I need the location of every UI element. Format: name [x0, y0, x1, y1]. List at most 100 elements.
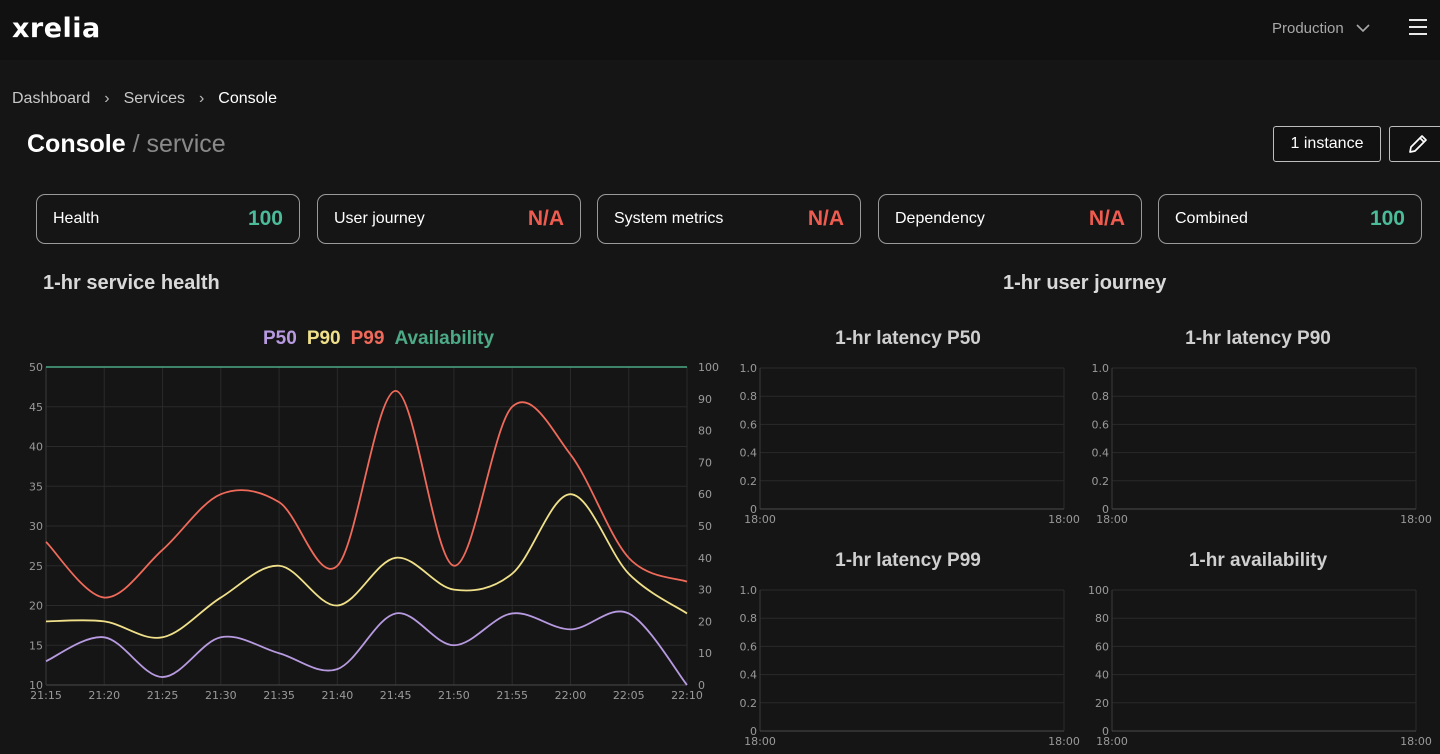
- y-tick-label: 40: [29, 441, 43, 454]
- latency-p99-chart: 0 0.2 0.4 0.6 0.8 1.0 18:00 18:00: [740, 584, 1080, 748]
- x-tick-label: 18:00: [1400, 735, 1432, 748]
- breadcrumb: Dashboard › Services › Console: [12, 90, 277, 108]
- x-tick-label: 21:50: [438, 689, 470, 702]
- breadcrumb-dashboard[interactable]: Dashboard: [12, 90, 91, 107]
- y2-tick-label: 30: [698, 584, 712, 597]
- y-tick-label: 20: [1095, 697, 1109, 710]
- y2-tick-label: 0: [698, 679, 705, 692]
- y-tick-label: 50: [29, 361, 43, 374]
- score-card-value: N/A: [1088, 207, 1125, 230]
- environment-selector[interactable]: Production: [1272, 20, 1370, 37]
- y2-tick-label: 80: [698, 425, 712, 438]
- y-tick-label: 10: [29, 679, 43, 692]
- y-tick-label: 0: [1102, 503, 1109, 516]
- y-tick-label: 0.8: [1092, 390, 1110, 403]
- y-tick-label: 0.2: [740, 697, 758, 710]
- y-tick-label: 0.4: [740, 669, 758, 682]
- x-tick-label: 18:00: [1048, 513, 1080, 526]
- y-tick-label: 1.0: [740, 362, 758, 375]
- x-tick-label: 21:30: [205, 689, 237, 702]
- page-title: Console / service: [27, 130, 226, 159]
- score-card-health[interactable]: Health 100: [36, 194, 300, 244]
- y-tick-label: 35: [29, 480, 43, 493]
- x-tick-label: 18:00: [1096, 735, 1128, 748]
- score-card-label: Combined: [1175, 210, 1248, 227]
- y-tick-label: 40: [1095, 669, 1109, 682]
- menu-button[interactable]: [1408, 18, 1430, 38]
- section-title-user-journey: 1-hr user journey: [1003, 272, 1167, 294]
- series-line-p50: [45, 610, 688, 686]
- score-card-user-journey[interactable]: User journey N/A: [317, 194, 581, 244]
- y2-tick-label: 100: [698, 361, 719, 374]
- chart-title-latency-p50: 1-hr latency P50: [835, 328, 981, 349]
- score-card-label: Health: [53, 210, 100, 227]
- edit-button[interactable]: [1389, 126, 1440, 162]
- chart-title-availability: 1-hr availability: [1188, 550, 1328, 571]
- y2-tick-label: 20: [698, 615, 712, 628]
- y-tick-label: 0.2: [740, 475, 758, 488]
- environment-label: Production: [1272, 20, 1344, 37]
- y-tick-label: 0.6: [740, 640, 758, 653]
- x-tick-label: 21:40: [322, 689, 354, 702]
- hamburger-icon: [1409, 19, 1427, 35]
- y-tick-label: 0.6: [740, 418, 758, 431]
- y-tick-label: 0.8: [740, 612, 758, 625]
- x-tick-label: 21:15: [30, 689, 62, 702]
- y2-tick-label: 90: [698, 393, 712, 406]
- score-card-label: User journey: [334, 210, 425, 227]
- score-card-label: Dependency: [895, 210, 985, 227]
- score-card-dependency[interactable]: Dependency N/A: [878, 194, 1142, 244]
- x-tick-label: 21:25: [147, 689, 179, 702]
- breadcrumb-separator: ›: [104, 90, 110, 107]
- y-tick-label: 0.4: [740, 447, 758, 460]
- y2-tick-label: 50: [698, 520, 712, 533]
- y2-tick-label: 10: [698, 647, 712, 660]
- chart-legend: P50 P90 P99 Availability: [263, 328, 494, 350]
- chart-title-latency-p99: 1-hr latency P99: [835, 550, 981, 571]
- y-tick-label: 45: [29, 401, 43, 414]
- chevron-down-icon: [1356, 24, 1370, 33]
- y2-tick-label: 70: [698, 456, 712, 469]
- score-card-combined[interactable]: Combined 100: [1158, 194, 1422, 244]
- latency-p50-chart: 0 0.2 0.4 0.6 0.8 1.0 18:00 18:00: [740, 362, 1080, 526]
- chart-title-latency-p90: 1-hr latency P90: [1185, 328, 1331, 349]
- breadcrumb-separator: ›: [198, 90, 205, 107]
- x-tick-label: 22:10: [671, 689, 703, 702]
- score-card-system-metrics[interactable]: System metrics N/A: [597, 194, 861, 244]
- x-tick-label: 21:20: [88, 689, 120, 702]
- y-tick-label: 0.6: [1092, 418, 1110, 431]
- x-tick-label: 18:00: [744, 513, 776, 526]
- y-tick-label: 1.0: [1092, 362, 1110, 375]
- top-bar: xrelia Production: [0, 0, 1440, 60]
- page-title-main: Console: [27, 130, 126, 158]
- y-tick-label: 80: [1095, 612, 1109, 625]
- x-tick-label: 22:05: [613, 689, 645, 702]
- legend-item-p50[interactable]: P50: [263, 328, 297, 349]
- y-tick-label: 0: [1102, 725, 1109, 738]
- legend-item-availability[interactable]: Availability: [394, 328, 495, 349]
- breadcrumb-services[interactable]: Services: [123, 90, 185, 107]
- breadcrumb-console: Console: [218, 90, 277, 107]
- instance-button[interactable]: 1 instance: [1273, 126, 1381, 162]
- y-tick-label: 1.0: [740, 584, 758, 597]
- section-title-service-health: 1-hr service health: [43, 272, 220, 294]
- score-card-value: 100: [247, 207, 283, 230]
- y-tick-label: 0: [750, 503, 757, 516]
- score-card-value: N/A: [527, 207, 564, 230]
- legend-item-p90[interactable]: P90: [306, 328, 341, 349]
- x-tick-label: 18:00: [1048, 735, 1080, 748]
- latency-p90-chart: 0 0.2 0.4 0.6 0.8 1.0 18:00 18:00: [1092, 362, 1432, 526]
- x-tick-label: 18:00: [1096, 513, 1128, 526]
- legend-item-p99[interactable]: P99: [350, 328, 385, 349]
- y-tick-label: 0.2: [1092, 475, 1110, 488]
- x-tick-label: 18:00: [744, 735, 776, 748]
- service-health-chart: 10 15 20 25 30 35 40 45 50 0 10 20 30 40 50 60 70 80 90 100…: [29, 361, 719, 702]
- y-tick-label: 60: [1095, 640, 1109, 653]
- y-tick-label: 0.4: [1092, 447, 1110, 460]
- x-tick-label: 18:00: [1400, 513, 1432, 526]
- y-tick-label: 15: [29, 639, 43, 652]
- score-card-label: System metrics: [614, 210, 724, 227]
- x-tick-label: 22:00: [555, 689, 587, 702]
- app-logo[interactable]: xrelia: [12, 13, 101, 44]
- y2-tick-label: 40: [698, 552, 712, 565]
